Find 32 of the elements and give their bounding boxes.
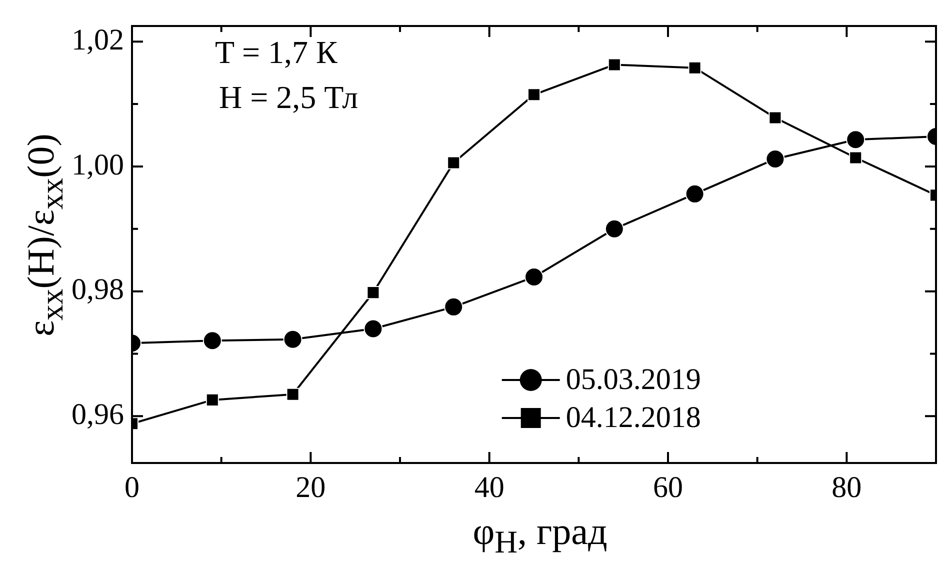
point [366,286,380,300]
y-tick-label: 1,00 [72,148,124,182]
point [768,111,782,124]
x-tick-label: 40 [474,470,504,504]
annotation: T = 1,7 К [215,33,338,72]
point [206,393,219,406]
y-tick-label: 0,96 [72,398,124,432]
annotation: H = 2,5 Тл [218,78,358,117]
legend-label: 05.03.2019 [566,362,701,396]
point [286,388,300,401]
x-tick-label: 60 [653,470,683,504]
point [685,184,704,204]
point [846,130,866,150]
point [688,61,702,74]
point [524,267,544,286]
legend-label: 04.12.2018 [566,400,701,434]
point [527,88,541,102]
point [444,297,464,316]
point [604,219,624,238]
point [766,149,785,168]
x-tick-label: 80 [832,470,862,504]
x-tick-label: 0 [124,470,140,504]
point [364,319,383,338]
y-tick-label: 1,02 [72,23,124,56]
point [202,331,222,350]
x-tick-label: 20 [296,470,326,504]
point [849,151,862,164]
point [608,58,621,72]
point [447,156,460,170]
point [283,330,302,349]
y-tick-label: 0,98 [72,273,124,306]
x-axis-title: φ$_{H}$, град [472,510,608,561]
